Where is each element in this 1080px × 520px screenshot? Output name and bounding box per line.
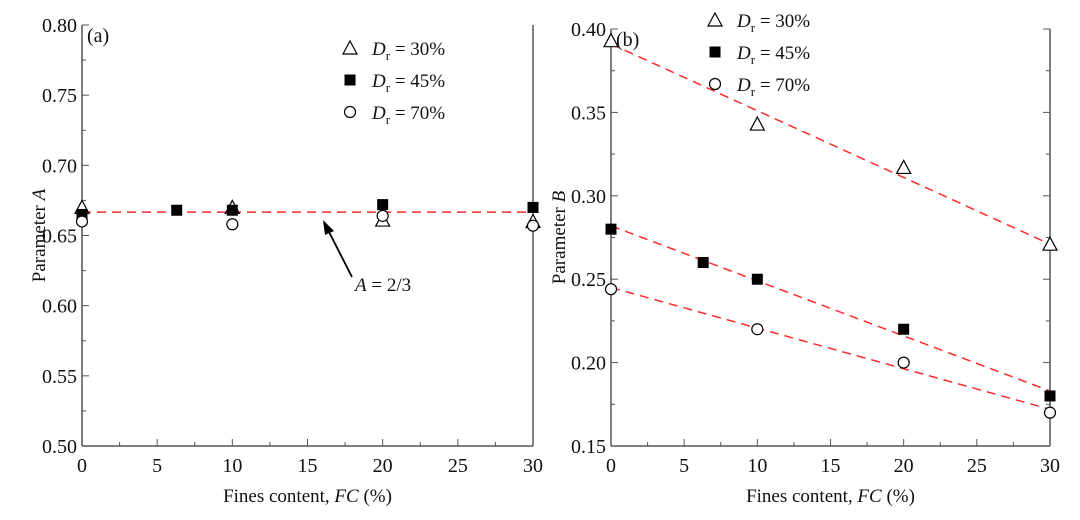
legend-label: Dr = 70% xyxy=(371,103,445,127)
y-tick-label: 0.40 xyxy=(571,19,606,41)
x-tick-label: 0 xyxy=(606,455,616,477)
x-tick-label: 20 xyxy=(373,455,393,477)
x-axis-label: Fines content, FC (%) xyxy=(746,486,915,507)
y-tick-label: 0.15 xyxy=(571,436,606,458)
x-tick-label: 5 xyxy=(152,455,162,477)
x-tick-label: 20 xyxy=(894,455,914,477)
data-point-square xyxy=(1044,390,1056,402)
x-tick-label: 15 xyxy=(298,455,318,477)
annotation-label: A = 2/3 xyxy=(353,275,411,296)
y-tick-label: 0.55 xyxy=(42,366,77,388)
legend-label: Dr = 30% xyxy=(736,11,810,35)
y-tick-label: 0.30 xyxy=(571,186,606,208)
data-point-square xyxy=(171,204,183,216)
legend-marker-circle xyxy=(708,77,722,91)
fit-line xyxy=(610,286,1051,411)
legend-marker-circle xyxy=(343,105,357,119)
x-axis-label: Fines content, FC (%) xyxy=(223,486,392,507)
legend-label: Dr = 70% xyxy=(736,75,810,99)
data-point-square xyxy=(76,208,88,220)
data-point-circle xyxy=(376,209,389,222)
y-tick-label: 0.75 xyxy=(42,85,77,107)
data-point-square xyxy=(226,204,238,216)
panel-label: (b) xyxy=(616,29,639,51)
data-point-square xyxy=(751,273,763,285)
data-point-square xyxy=(527,201,539,213)
data-point-square xyxy=(605,223,617,235)
x-tick-label: 30 xyxy=(523,455,543,477)
data-point-circle xyxy=(604,283,618,296)
data-point-circle xyxy=(751,323,764,336)
legend-marker-triangle xyxy=(341,39,359,55)
panel-label: (a) xyxy=(87,25,109,47)
legend-label: Dr = 45% xyxy=(736,43,810,67)
x-tick-label: 5 xyxy=(679,455,689,477)
x-tick-label: 10 xyxy=(222,455,242,477)
y-tick-label: 0.35 xyxy=(571,102,606,124)
y-tick-label: 0.25 xyxy=(571,269,606,291)
fit-line xyxy=(610,225,1051,392)
data-point-circle xyxy=(526,219,540,232)
y-tick-label: 0.60 xyxy=(42,296,77,318)
data-point-circle xyxy=(226,218,239,231)
data-point-triangle xyxy=(1041,235,1059,251)
x-tick-label: 15 xyxy=(821,455,841,477)
y-tick-label: 0.80 xyxy=(42,15,77,37)
panel-b: 0 5 10 15 20 25 30 0.15 0.20 0.25 0.30 0.35 0.40 (b) F… xyxy=(549,11,1060,507)
data-point-circle xyxy=(1043,406,1057,419)
legend-label: Dr = 30% xyxy=(371,39,445,63)
y-tick-label: 0.50 xyxy=(42,436,77,458)
panel-a: 0 5 10 15 20 25 30 0.50 0.55 0.60 0.65 0.70 0.75 0.80… xyxy=(29,15,543,507)
x-tick-label: 25 xyxy=(448,455,468,477)
y-axis-label: Parameter A xyxy=(29,188,50,282)
legend-marker-square xyxy=(344,74,356,86)
y-tick-label: 0.65 xyxy=(42,226,77,248)
x-tick-label: 30 xyxy=(1040,455,1060,477)
legend-marker-square xyxy=(709,46,721,58)
legend-label: Dr = 45% xyxy=(371,71,445,95)
x-tick-label: 10 xyxy=(747,455,767,477)
data-point-circle xyxy=(75,215,89,228)
legend-marker-triangle xyxy=(706,11,724,27)
data-point-square xyxy=(697,257,709,269)
data-point-triangle xyxy=(749,115,766,131)
data-point-square xyxy=(377,199,389,211)
data-point-square xyxy=(898,323,910,335)
fit-line xyxy=(610,43,1051,245)
y-tick-label: 0.20 xyxy=(571,353,606,375)
x-tick-label: 0 xyxy=(77,455,87,477)
y-tick-label: 0.70 xyxy=(42,155,77,177)
data-point-circle xyxy=(897,356,910,369)
annotation-arrow xyxy=(326,227,353,278)
y-axis-label: Parameter B xyxy=(549,190,570,284)
arrowhead-icon xyxy=(323,220,334,235)
x-tick-label: 25 xyxy=(967,455,987,477)
data-point-triangle xyxy=(895,159,912,175)
data-point-triangle xyxy=(602,32,620,48)
